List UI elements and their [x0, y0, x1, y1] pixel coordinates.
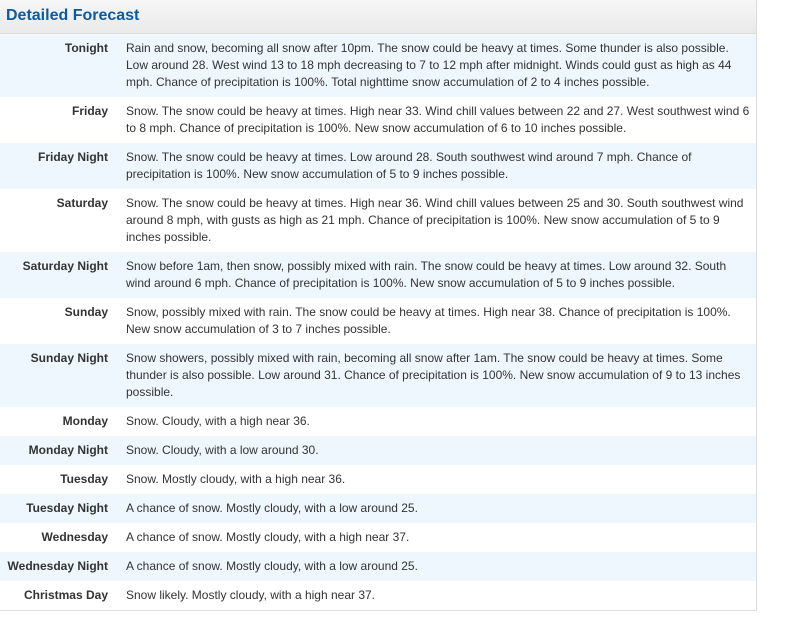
period-forecast-text: Snow. Cloudy, with a high near 36. — [126, 414, 310, 428]
period-label: Christmas Day — [23, 588, 108, 602]
period-forecast-text: Rain and snow, becoming all snow after 1… — [126, 41, 732, 89]
forecast-row: Sunday Snow, possibly mixed with rain. Th… — [0, 298, 756, 344]
period-label: Monday — [62, 414, 108, 428]
forecast-row: Monday Night Snow. Cloudy, with a low aro… — [0, 436, 756, 465]
forecast-row: Tuesday Night A chance of snow. Mostly cl… — [0, 494, 756, 523]
forecast-row: Wednesday Night A chance of snow. Mostly … — [0, 552, 756, 581]
period-label: Tonight — [64, 41, 108, 55]
period-forecast-text: Snow. The snow could be heavy at times. … — [126, 150, 692, 181]
period-label: Wednesday Night — [7, 559, 108, 573]
period-label: Saturday Night — [22, 259, 108, 273]
forecast-row: Saturday Night Snow before 1am, then snow… — [0, 252, 756, 298]
period-label: Friday Night — [37, 150, 108, 164]
period-label: Tuesday Night — [26, 501, 108, 515]
period-forecast-text: A chance of snow. Mostly cloudy, with a … — [126, 530, 410, 544]
forecast-row: Sunday Night Snow showers, possibly mixed… — [0, 344, 756, 407]
period-forecast-text: Snow. Mostly cloudy, with a high near 36… — [126, 472, 346, 486]
period-forecast-text: Snow. The snow could be heavy at times. … — [126, 104, 750, 135]
forecast-row: Saturday Snow. The snow could be heavy at… — [0, 189, 756, 252]
period-label: Wednesday — [41, 530, 108, 544]
period-forecast-text: Snow. Cloudy, with a low around 30. — [126, 443, 319, 457]
period-forecast-text: A chance of snow. Mostly cloudy, with a … — [126, 501, 418, 515]
forecast-row: Monday Snow. Cloudy, with a high near 36. — [0, 407, 756, 436]
forecast-row: Friday Snow. The snow could be heavy at t… — [0, 97, 756, 143]
forecast-row: Tuesday Snow. Mostly cloudy, with a high … — [0, 465, 756, 494]
period-forecast-text: Snow before 1am, then snow, possibly mix… — [126, 259, 727, 290]
period-forecast-text: Snow. The snow could be heavy at times. … — [126, 196, 744, 244]
period-label: Saturday — [56, 196, 108, 210]
period-forecast-text: A chance of snow. Mostly cloudy, with a … — [126, 559, 418, 573]
forecast-row: Wednesday A chance of snow. Mostly cloudy… — [0, 523, 756, 552]
period-label: Sunday Night — [30, 351, 108, 365]
period-forecast-text: Snow showers, possibly mixed with rain, … — [126, 351, 741, 399]
period-label: Monday Night — [28, 443, 108, 457]
forecast-row: Christmas Day Snow likely. Mostly cloudy,… — [0, 581, 756, 610]
period-label: Tuesday — [60, 472, 108, 486]
period-forecast-text: Snow likely. Mostly cloudy, with a high … — [126, 588, 376, 602]
period-forecast-text: Snow, possibly mixed with rain. The snow… — [126, 305, 731, 336]
panel-header: Detailed Forecast — [0, 0, 756, 34]
forecast-row: Friday Night Snow. The snow could be heav… — [0, 143, 756, 189]
detailed-forecast-panel: Detailed Forecast Tonight Rain and snow, … — [0, 0, 757, 611]
period-label: Sunday — [64, 305, 108, 319]
forecast-list: Tonight Rain and snow, becoming all snow … — [0, 34, 756, 610]
period-label: Friday — [71, 104, 108, 118]
panel-title: Detailed Forecast — [6, 7, 140, 24]
forecast-row: Tonight Rain and snow, becoming all snow … — [0, 34, 756, 97]
